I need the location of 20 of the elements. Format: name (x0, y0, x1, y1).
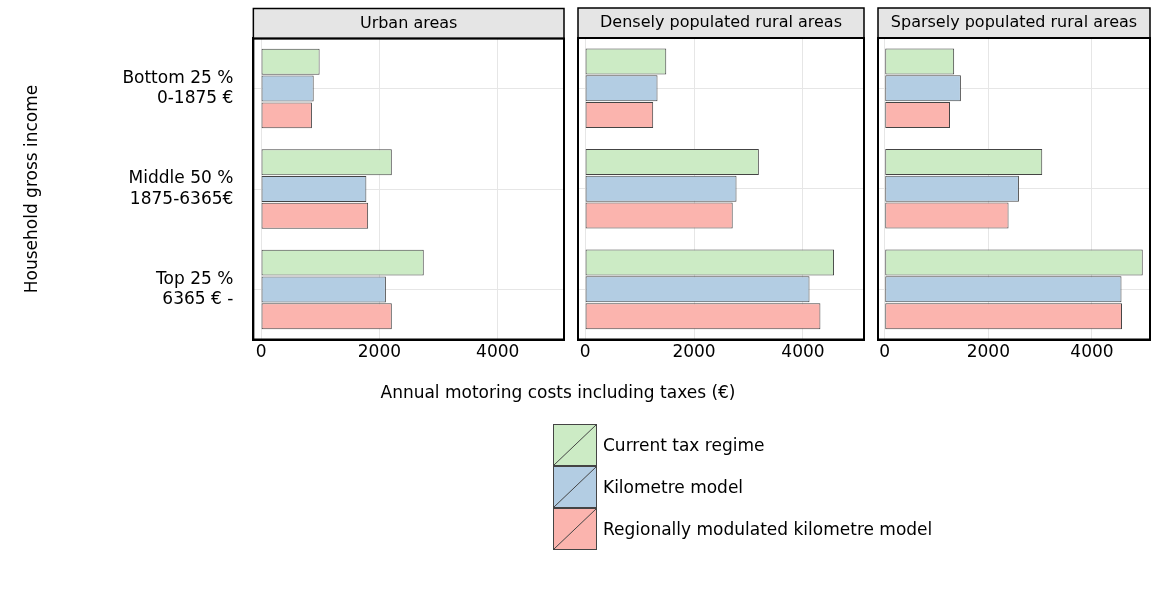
chart-title: Sparsely populated rural areas (890, 12, 1138, 32)
chart-title: Densely populated rural areas (600, 12, 842, 32)
y-tick-label: Bottom 25 % 0-1875 € (122, 66, 234, 108)
x-tick-label: 4000 (781, 341, 825, 362)
x-tick-label: 0 (579, 341, 591, 362)
text: Regionally modulated kilometre model (603, 519, 933, 539)
x-tick-label: 0 (879, 341, 891, 362)
text: Kilometre model (603, 477, 744, 497)
x-tick-label: 2000 (357, 341, 402, 362)
x-axis-title: Annual motoring costs including taxes (€) (379, 382, 737, 402)
chart-title: Urban areas (359, 12, 458, 32)
x-tick-label: 4000 (476, 341, 520, 362)
x-tick-label: 2000 (966, 341, 1010, 362)
x-tick-label: 0 (255, 341, 267, 362)
y-axis-title: Household gross income (20, 84, 41, 294)
x-tick-label: 4000 (1070, 341, 1114, 362)
x-tick-label: 2000 (672, 341, 716, 362)
text: Current tax regime (603, 435, 765, 455)
y-tick-label: Top 25 % 6365 € - (155, 267, 234, 309)
y-tick-label: Middle 50 % 1875-6365€ (128, 167, 234, 208)
